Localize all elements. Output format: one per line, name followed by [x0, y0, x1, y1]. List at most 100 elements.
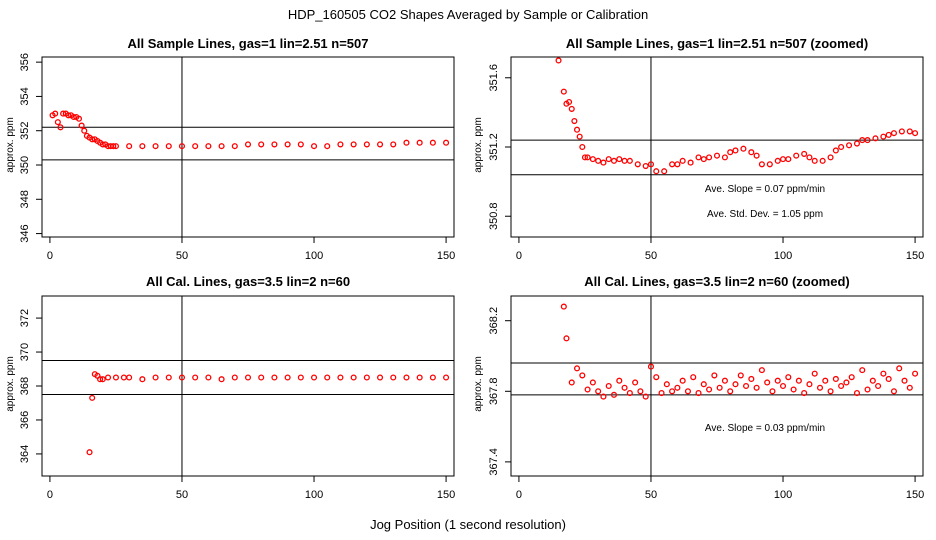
data-point — [610, 157, 618, 164]
data-point — [653, 374, 660, 381]
data-point — [906, 384, 913, 391]
data-point — [112, 143, 119, 150]
plot-frame — [510, 295, 924, 477]
data-point — [568, 379, 575, 386]
data-point — [811, 370, 818, 377]
data-point — [706, 154, 713, 161]
x-tick-label: 150 — [437, 250, 455, 262]
data-point — [790, 386, 797, 393]
data-point — [819, 157, 826, 164]
data-point — [864, 137, 871, 144]
data-point — [555, 57, 562, 64]
x-tick-label: 100 — [305, 250, 323, 262]
panel-sample-lines-zoomed: All Sample Lines, gas=1 lin=2.51 n=507 (… — [473, 36, 924, 262]
data-point — [363, 374, 370, 381]
data-point — [324, 374, 331, 381]
data-point — [377, 374, 384, 381]
data-point — [271, 141, 278, 148]
data-point — [885, 375, 892, 382]
data-point — [165, 374, 172, 381]
data-point — [838, 382, 845, 390]
panel-title: All Sample Lines, gas=1 lin=2.51 n=507 (… — [566, 36, 868, 51]
x-tick-label: 150 — [906, 489, 924, 501]
data-point — [663, 381, 670, 388]
data-point — [139, 376, 146, 383]
data-point — [637, 388, 644, 395]
x-tick-label: 100 — [774, 250, 792, 262]
annotation-text: Ave. Slope = 0.07 ppm/min — [705, 184, 825, 195]
data-point — [806, 381, 813, 388]
data-point — [864, 386, 871, 393]
data-point — [589, 156, 596, 163]
data-point — [912, 370, 919, 377]
data-point — [284, 374, 291, 381]
data-point — [104, 374, 112, 381]
data-point — [647, 161, 655, 168]
data-point — [898, 128, 905, 135]
data-point — [711, 372, 718, 379]
y-axis-label: approx. ppm — [473, 117, 484, 173]
data-point — [89, 394, 96, 401]
y-tick-label: 348 — [19, 190, 31, 208]
data-point — [721, 154, 728, 161]
data-point — [827, 154, 834, 161]
data-point — [616, 156, 623, 163]
data-point — [890, 130, 897, 137]
data-point — [165, 143, 172, 150]
panel-title: All Sample Lines, gas=1 lin=2.51 n=507 — [128, 36, 369, 51]
data-point — [57, 124, 64, 131]
x-axis-caption: Jog Position (1 second resolution) — [370, 517, 566, 532]
data-point — [785, 156, 792, 163]
data-point — [54, 119, 61, 126]
data-point — [573, 126, 581, 133]
data-point — [769, 388, 776, 395]
data-point — [584, 386, 591, 393]
data-point — [748, 375, 755, 382]
y-tick-label: 350 — [19, 156, 31, 174]
data-point — [801, 150, 808, 157]
data-point — [310, 374, 318, 381]
data-point — [753, 152, 760, 159]
y-axis-label: approx. ppm — [473, 356, 484, 412]
panel-title: All Cal. Lines, gas=3.5 lin=2 n=60 — [146, 274, 350, 289]
data-point — [713, 152, 721, 159]
data-point — [695, 390, 702, 397]
data-point — [822, 377, 829, 384]
data-point — [737, 372, 744, 379]
data-point — [766, 161, 773, 168]
data-point — [843, 379, 850, 386]
x-tick-label: 50 — [645, 250, 657, 262]
data-point — [896, 365, 903, 372]
y-tick-label: 350.8 — [488, 202, 500, 230]
data-point — [600, 393, 607, 400]
data-point — [779, 382, 787, 390]
data-point — [576, 133, 583, 140]
data-point — [727, 388, 734, 395]
y-axis-label: approx. ppm — [5, 117, 16, 173]
data-point — [853, 140, 861, 147]
data-point — [297, 374, 304, 381]
data-point — [669, 388, 676, 395]
y-tick-label: 366 — [19, 411, 31, 429]
data-point — [403, 374, 410, 381]
y-tick-label: 354 — [19, 87, 31, 105]
data-point — [600, 159, 607, 166]
data-point — [284, 141, 291, 148]
data-point — [390, 374, 397, 381]
x-tick-label: 0 — [516, 489, 522, 501]
plot-frame — [41, 295, 455, 477]
data-point — [205, 143, 212, 150]
data-point — [581, 154, 588, 161]
y-axis-label: approx. ppm — [5, 356, 16, 412]
data-point — [218, 376, 225, 383]
data-point — [853, 390, 861, 397]
data-point — [218, 143, 225, 150]
data-point — [605, 382, 612, 390]
y-tick-label: 370 — [19, 343, 31, 361]
data-point — [350, 141, 357, 148]
data-point — [350, 374, 357, 381]
panel-cal-lines: All Cal. Lines, gas=3.5 lin=2 n=60 appro… — [5, 274, 455, 501]
data-point — [848, 374, 855, 381]
data-point — [674, 161, 681, 168]
data-point — [642, 162, 649, 170]
